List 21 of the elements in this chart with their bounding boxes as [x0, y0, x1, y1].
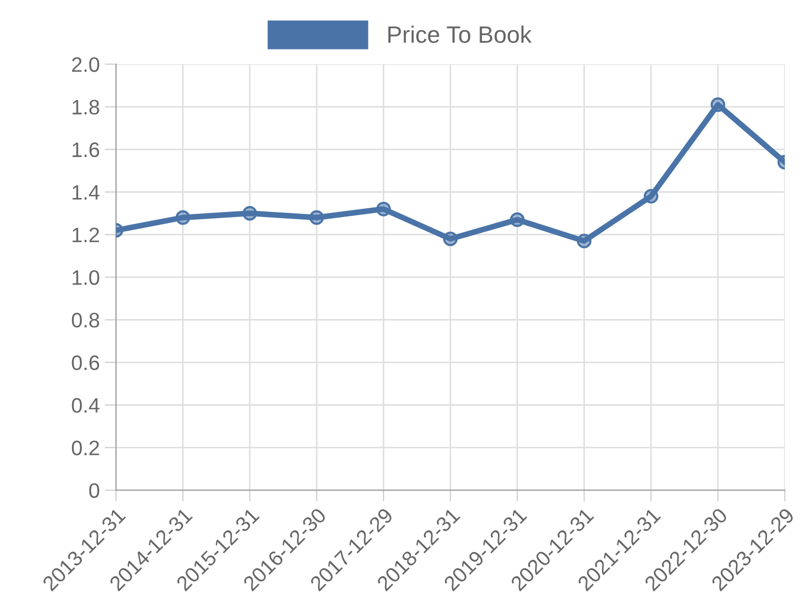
point: [242, 206, 258, 221]
y-tick-label: 2.0: [72, 57, 100, 72]
legend-label: Price To Book: [388, 26, 532, 43]
point: [710, 97, 726, 112]
point: [510, 212, 525, 227]
y-tick-label: 0.6: [72, 355, 100, 370]
y-tick-label: 0.2: [72, 440, 99, 456]
y-tick-label: 1.8: [72, 100, 100, 115]
y-tick-label: 0.4: [72, 398, 100, 413]
y-tick-label: 0.8: [72, 312, 100, 328]
y-tick-label: 1.4: [72, 185, 100, 200]
point: [576, 234, 592, 248]
y-tick-label: 1.6: [72, 142, 100, 158]
point: [176, 210, 190, 225]
y-tick-label: 1.2: [72, 228, 99, 242]
point: [443, 232, 458, 246]
point: [309, 210, 324, 225]
y-tick-label: 0: [89, 483, 100, 498]
point: [644, 188, 658, 204]
y-tick-label: 1.0: [72, 270, 100, 285]
point: [376, 202, 391, 216]
